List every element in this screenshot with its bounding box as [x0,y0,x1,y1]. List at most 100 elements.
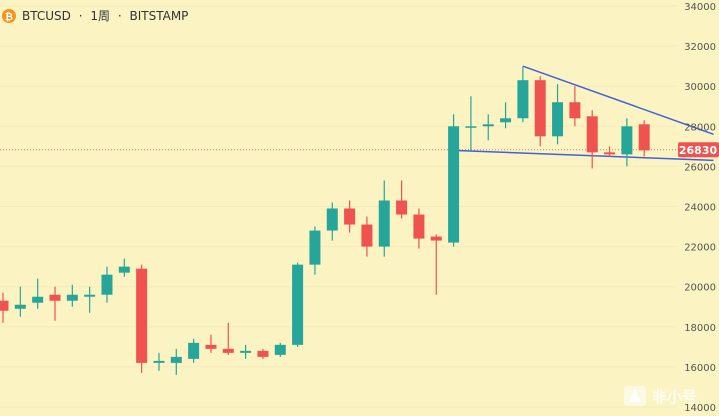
candle-body [586,116,598,153]
candle-up [188,338,200,363]
last-price-tag: 26830 [678,142,719,158]
candle-body [257,350,269,357]
y-tick-label: 14000 [684,403,716,414]
trendline[interactable] [522,65,714,136]
candle-up [448,114,460,247]
candle-body [188,342,200,359]
candle-down [344,200,356,233]
candle-down [0,292,9,323]
candle-up [309,226,321,275]
separator-2: · [118,9,122,23]
separator-1: · [79,9,83,23]
candle-body [136,268,148,363]
candle-up [153,352,165,371]
candle-body [638,124,650,151]
candle-up [66,284,78,307]
candle-body [517,80,529,119]
flame-logo-icon [624,386,646,406]
y-tick-label: 24000 [684,203,716,214]
bitcoin-icon [2,9,16,23]
candle-body [482,124,494,127]
candle-body [222,348,234,353]
bitcoin-icon-glyph: ₿ [5,11,13,23]
candle-down [430,234,442,295]
chart-header[interactable]: ₿ BTCUSD · 1周 · BITSTAMP [2,9,188,23]
candle-body [378,200,390,247]
candle-body [534,80,546,137]
candle-down [205,334,217,353]
candle-body [14,304,26,309]
y-tick-label: 20000 [684,283,716,294]
y-tick-label: 34000 [684,2,716,13]
candle-body [430,236,442,241]
watermark: 非小号 [624,386,697,406]
candle-body [309,230,321,265]
exchange-label: BITSTAMP [130,9,189,23]
candle-up [552,84,564,145]
candle-up [84,286,96,313]
candle-down [413,208,425,249]
candle-body [448,126,460,243]
candle-up [32,278,44,309]
candle-up [517,66,529,123]
interval-label: 1周 [90,9,110,23]
candle-body [344,208,356,225]
candle-down [49,286,61,321]
candle-up [378,180,390,257]
candle-down [136,264,148,373]
candle-down [222,322,234,355]
y-tick-label: 32000 [684,42,716,53]
trendlines[interactable] [453,65,714,162]
candle-body [66,294,78,301]
candle-body [396,200,408,215]
candle-down [569,86,581,127]
candle-up [118,258,130,277]
symbol-label: BTCUSD [22,9,71,23]
candle-down [257,348,269,359]
watermark-text: 非小号 [652,388,697,406]
candle-down [361,216,373,257]
candle-down [604,146,616,157]
y-tick-label: 22000 [684,243,716,254]
candle-up [500,102,512,129]
y-tick-label: 16000 [684,363,716,374]
candle-down [396,180,408,219]
candle-up [240,344,252,359]
y-axis: 34000 32000 30000 28000 26000 24000 22000 20000… [684,2,716,414]
y-tick-label: 26000 [684,162,716,173]
candle-up [170,348,182,375]
candle-body [621,126,633,155]
candle-body [604,152,616,155]
candle-body [292,264,304,345]
candle-body [240,350,252,353]
candle-body [552,102,564,137]
chart-header-title: BTCUSD · 1周 · BITSTAMP [22,9,188,23]
candle-body [205,344,217,349]
candle-up [292,262,304,347]
candle-body [118,266,130,273]
candle-body [84,294,96,297]
last-price-tag-bg [678,142,719,158]
candle-body [465,126,477,128]
candle-body [413,214,425,239]
candle-up [482,114,494,141]
candle-up [101,266,113,303]
candlestick-series [0,66,650,375]
candle-down [638,120,650,157]
candle-up [326,202,338,241]
candle-body [500,118,512,123]
last-price-label: 26830 [679,144,718,157]
candle-body [170,356,182,363]
candle-body [326,208,338,231]
trendline[interactable] [453,149,714,162]
candle-up [465,96,477,151]
candle-body [569,102,581,119]
candle-down [586,110,598,169]
candle-body [274,344,286,355]
candle-up [621,118,633,167]
y-tick-label: 18000 [684,323,716,334]
candle-body [101,274,113,295]
candle-body [49,294,61,301]
